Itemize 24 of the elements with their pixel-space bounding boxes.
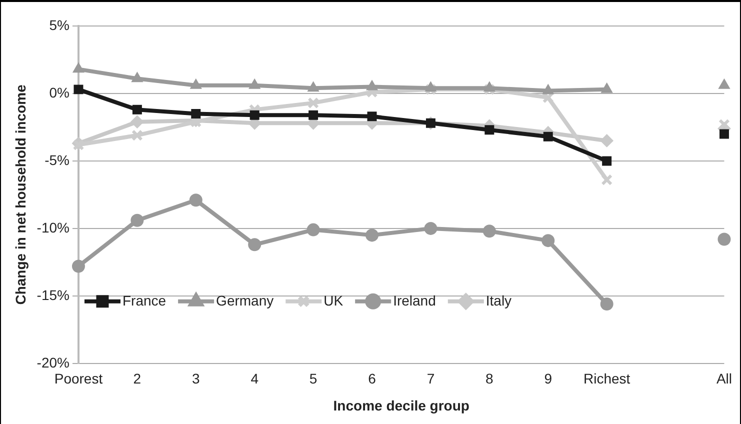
x-tick-label: 5: [309, 370, 318, 387]
legend-label: Italy: [486, 292, 512, 308]
x-tick-label: 2: [133, 370, 142, 387]
x-tick-label: All: [716, 370, 732, 387]
x-tick-label: Poorest: [54, 370, 103, 387]
legend-label: France: [122, 292, 166, 308]
legend-label: Germany: [216, 292, 274, 308]
x-tick-label: 3: [192, 370, 200, 387]
x-axis-title: Income decile group: [333, 397, 470, 414]
x-tick-label: 8: [486, 370, 494, 387]
x-tick-label: Richest: [583, 370, 630, 387]
y-axis-title: Change in net household income: [12, 84, 28, 305]
legend-label: UK: [324, 292, 344, 308]
x-tick-label: 7: [426, 370, 435, 387]
legend-label: Ireland: [393, 292, 436, 308]
y-tick-label: -20%: [36, 354, 70, 370]
x-tick-label: 9: [544, 370, 552, 387]
y-tick-label: -15%: [36, 286, 70, 303]
y-tick-label: 0%: [49, 84, 70, 100]
y-tick-label: -10%: [36, 219, 70, 236]
x-tick-label: 6: [368, 370, 376, 387]
y-tick-label: -5%: [44, 152, 70, 168]
x-tick-label: 4: [250, 370, 259, 387]
y-tick-label: 5%: [49, 16, 70, 33]
